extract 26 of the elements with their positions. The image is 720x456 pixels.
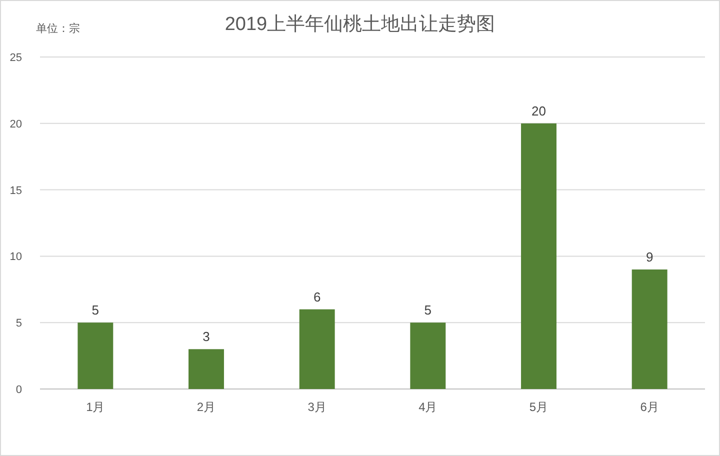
bar xyxy=(410,322,446,389)
bar xyxy=(188,349,224,389)
x-tick-label: 1月 xyxy=(86,400,105,414)
bar xyxy=(521,123,556,389)
y-tick-label: 25 xyxy=(10,52,22,64)
bar xyxy=(78,322,114,389)
data-label: 5 xyxy=(92,302,100,318)
y-tick-label: 10 xyxy=(10,251,22,264)
y-tick-label: 5 xyxy=(16,318,22,330)
y-tick-label: 20 xyxy=(10,118,22,130)
x-tick-label: 3月 xyxy=(308,400,326,414)
chart-title: 2019上半年仙桃土地出让走势图 xyxy=(224,14,496,35)
data-label: 9 xyxy=(646,249,654,264)
x-tick-label: 4月 xyxy=(418,400,438,414)
data-label: 20 xyxy=(532,103,546,118)
y-axis-title: 单位：宗 xyxy=(36,22,80,35)
data-label: 6 xyxy=(313,289,321,304)
y-tick-label: 0 xyxy=(16,384,22,396)
x-tick-label: 6月 xyxy=(640,400,659,414)
x-tick-label: 5月 xyxy=(529,400,548,414)
y-tick-label: 15 xyxy=(10,184,22,197)
bar xyxy=(299,309,335,389)
x-tick-label: 2月 xyxy=(196,400,216,414)
data-label: 3 xyxy=(202,329,210,344)
data-label: 5 xyxy=(424,302,432,318)
bar xyxy=(632,269,668,389)
